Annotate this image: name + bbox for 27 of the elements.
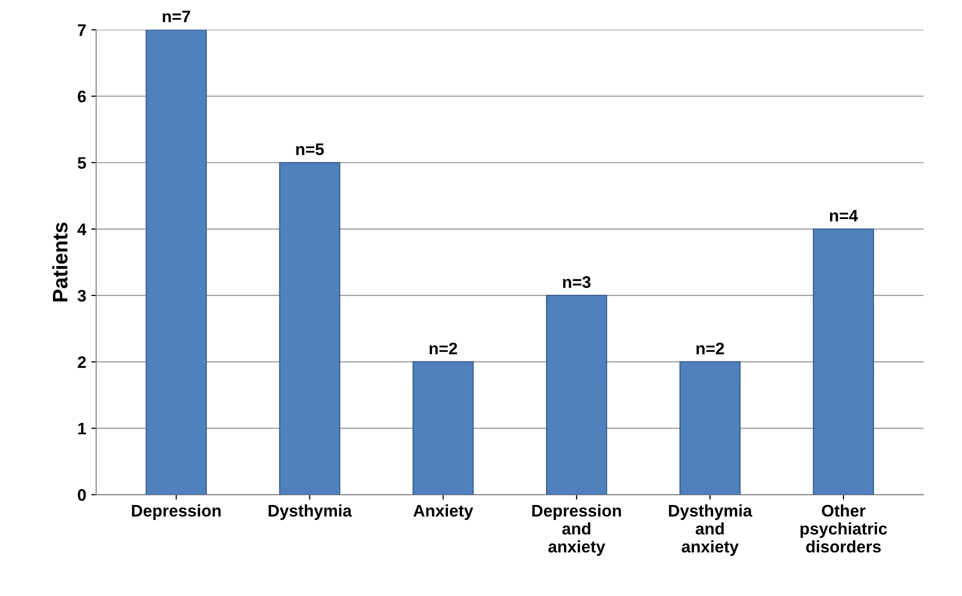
y-axis-title: Patients	[52, 222, 68, 302]
x-tick-label: Other psychiatric disorders	[800, 504, 887, 553]
x-tick-label: Dysthymia and anxiety	[668, 504, 752, 556]
data-label: n=7	[162, 10, 190, 22]
y-tick-label: 5	[78, 157, 86, 169]
bar	[412, 361, 474, 495]
bar	[812, 228, 874, 495]
data-label: n=5	[296, 144, 324, 156]
y-tick-label: 7	[78, 24, 86, 36]
x-tick-label: Depression and anxiety	[532, 504, 621, 556]
data-label: n=2	[696, 342, 724, 354]
y-tick-label: 2	[78, 356, 86, 368]
data-label: n=2	[430, 342, 458, 354]
data-label: n=4	[830, 210, 858, 222]
bar	[146, 30, 207, 495]
y-tick-label: 1	[78, 422, 86, 434]
y-tick-label: 6	[78, 90, 86, 102]
y-tick-label: 3	[78, 290, 86, 302]
y-tick-label: 0	[78, 489, 86, 501]
bar	[279, 162, 340, 495]
bar	[679, 361, 741, 495]
x-tick-label: Anxiety	[413, 504, 474, 520]
bar	[546, 294, 608, 495]
data-label: n=3	[563, 276, 591, 288]
y-tick-label: 4	[77, 224, 86, 236]
x-tick-label: Dysthymia	[268, 504, 352, 520]
x-tick-label: Depression	[132, 504, 221, 520]
